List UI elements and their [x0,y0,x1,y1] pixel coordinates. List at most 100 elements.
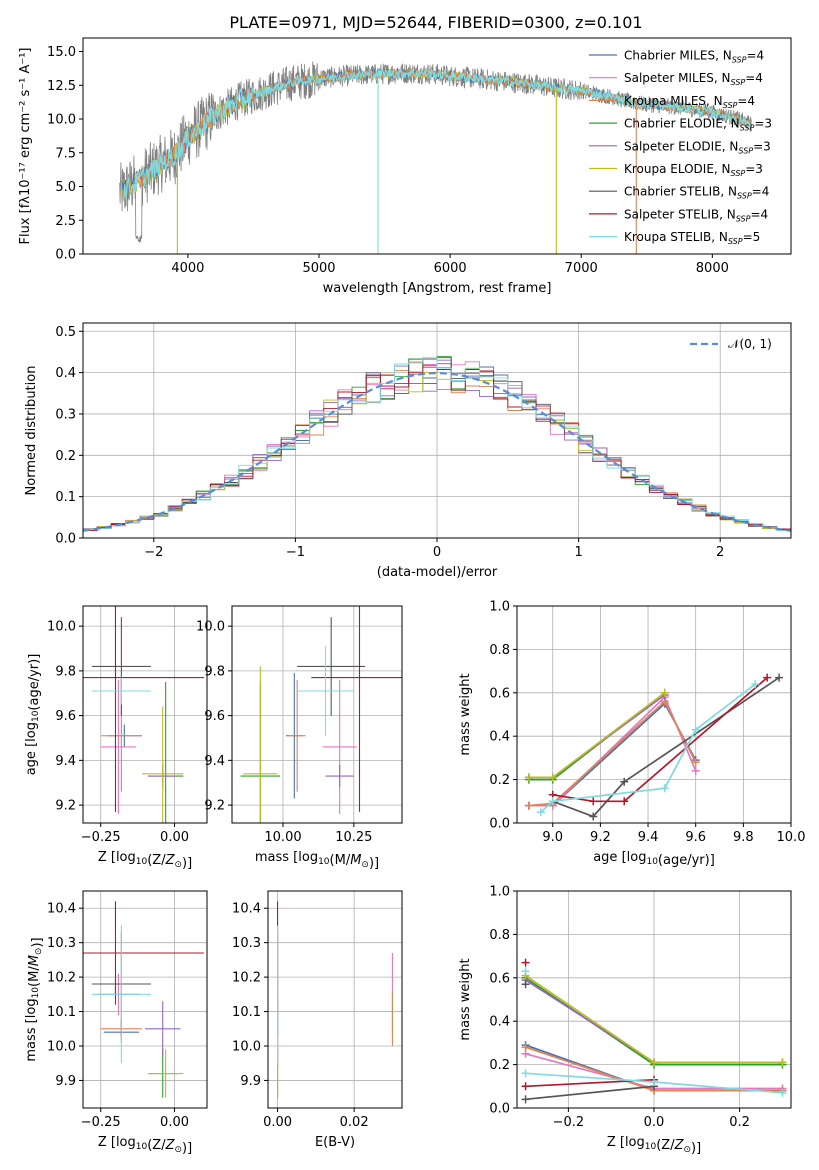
x-tick-label: 5000 [302,261,335,276]
legend-label: Chabrier STELIB, NSSP=4 [624,185,769,201]
x-tick-label: 10.00 [264,830,301,845]
x-tick-label: 0.00 [160,1115,189,1130]
y-axis-label: age [log10(age/yr)] [24,654,42,776]
errorbar [297,646,354,736]
axes-frame [82,37,792,255]
data-point [589,797,598,806]
y-tick-label: 0.8 [489,928,510,943]
y-axis-label: mass weight [458,673,473,755]
mass-weight-line [552,676,780,818]
y-tick-label: 1.0 [489,885,510,900]
data-point [521,967,530,976]
data-point [691,725,700,734]
x-tick-label: −2 [144,545,163,560]
errorbar [325,764,354,788]
x-tick-label: −0.2 [553,1115,585,1130]
legend-label: Salpeter MILES, NSSP=4 [624,71,763,87]
mass-weight-line [528,700,697,807]
y-tick-label: 0.4 [489,730,510,745]
y-tick-label: 10.2 [232,971,261,986]
x-axis-label: Z [log10(Z/Z⊙)] [98,1135,192,1156]
errorbar [145,1001,181,1057]
x-tick-label: 9.0 [542,830,563,845]
y-tick-label: 10.1 [232,1005,261,1020]
y-tick-label: 0.0 [489,817,510,832]
plot-layer: 4000 5000 6000 7000 80000.02.55.07.510.012.5… [18,37,805,1156]
errorbar [100,679,137,815]
errorbar [91,925,151,1064]
data-point [521,1082,530,1091]
y-tick-label: 9.8 [204,664,225,679]
axes-spectrum: 4000 5000 6000 7000 8000 0.0 2.5 5.0 7.5 10.0 12.5… [18,37,792,296]
y-axis-label: mass [log10(M/M⊙)] [24,937,45,1061]
model-spectrum [121,67,753,199]
x-tick-label: 10.0 [777,830,806,845]
y-tick-label: 9.6 [55,709,76,724]
figure-title: PLATE=0971, MJD=52644, FIBERID=0300, z=0… [229,13,642,32]
histogram-step [83,368,791,532]
x-tick-label: 2 [716,545,724,560]
mass-weight-line [528,695,697,807]
y-tick-label: 10.0 [47,113,76,128]
y-tick-label: 10.4 [232,902,261,917]
data-point [521,980,530,989]
data-point [548,797,557,806]
x-axis-label: age [log10(age/yr)] [593,850,715,868]
y-tick-label: 10.0 [47,1040,76,1055]
data-point [536,808,545,817]
y-tick-label: 0.6 [489,686,510,701]
plot-area [277,901,393,1098]
y-tick-label: 1.0 [489,600,510,615]
y-tick-label: 9.6 [204,709,225,724]
y-tick-label: 5.0 [55,180,76,195]
data-point [751,680,760,689]
y-tick-label: 9.8 [55,664,76,679]
y-axis-label: Normed distribution [24,366,39,496]
errorbar [91,677,151,705]
errorbar [322,679,357,815]
histogram-step [83,356,791,532]
y-tick-label: 2.5 [55,214,76,229]
x-tick-label: 9.8 [733,830,754,845]
y-tick-label: 9.2 [204,799,225,814]
errorbar [243,666,278,823]
x-tick-label: 0.00 [263,1115,292,1130]
data-point [524,773,533,782]
x-tick-label: 0.02 [340,1115,369,1130]
x-tick-label: 4000 [171,261,204,276]
axes-frame [267,890,403,1109]
mass-weight-line [528,702,697,807]
data-point [521,1043,530,1052]
errorbar [83,901,205,1005]
y-tick-label: 9.2 [55,799,76,814]
model-spectrum [121,67,753,202]
y-tick-label: 10.0 [196,620,225,635]
errorbar [147,1049,184,1098]
legend-label: Salpeter STELIB, NSSP=4 [624,207,768,223]
y-tick-label: 10.3 [47,936,76,951]
axes-frame [231,605,403,824]
y-tick-label: 0.0 [55,248,76,263]
x-axis-label: Z [log10(Z/Z⊙)] [98,850,192,871]
plot-area [240,606,402,823]
plot-area [521,958,787,1104]
legend-label: Kroupa STELIB, NSSP=5 [624,230,760,246]
x-tick-label: 6000 [434,261,467,276]
data-point [778,1088,787,1097]
y-tick-label: 0.6 [489,971,510,986]
y-tick-label: 9.4 [55,754,76,769]
x-tick-label: 7000 [565,261,598,276]
x-tick-label: −1 [286,545,305,560]
y-tick-label: 10.0 [232,1040,261,1055]
data-point [660,784,669,793]
y-axis-label: Flux [fλ10⁻¹⁷ erg cm⁻² s⁻¹ A⁻¹] [18,48,33,245]
errorbar [297,617,366,716]
axes-massweight_vs_age: 9.0 9.2 9.4 9.6 9.8 10.0 0.0 0.2 0.4 0.6 0.8 1.0 age… [458,600,805,869]
legend-label: Salpeter ELODIE, NSSP=3 [624,139,771,155]
legend-label: Kroupa ELODIE, NSSP=3 [624,162,763,178]
x-tick-label: −0.25 [81,1115,121,1130]
errorbar [311,606,402,812]
plot-area [524,673,784,821]
y-tick-label: 0.2 [55,449,76,464]
y-tick-label: 0.1 [55,490,76,505]
